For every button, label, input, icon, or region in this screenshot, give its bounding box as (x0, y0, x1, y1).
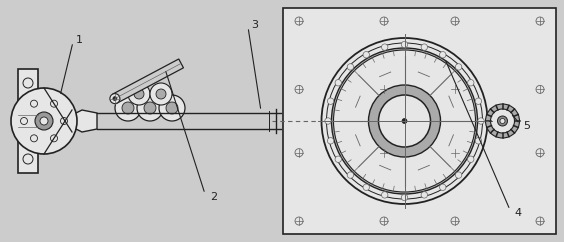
Circle shape (402, 119, 407, 123)
Circle shape (497, 116, 508, 126)
Circle shape (150, 83, 172, 105)
Circle shape (381, 192, 388, 198)
Circle shape (295, 17, 303, 25)
Circle shape (486, 104, 519, 138)
Circle shape (122, 102, 134, 114)
Circle shape (295, 217, 303, 225)
Circle shape (380, 149, 388, 157)
Text: 2: 2 (210, 192, 217, 202)
Circle shape (500, 119, 505, 123)
Circle shape (23, 103, 33, 113)
Circle shape (51, 135, 58, 142)
Circle shape (451, 85, 459, 93)
Circle shape (478, 118, 484, 124)
Circle shape (40, 117, 48, 125)
Circle shape (35, 112, 53, 130)
Circle shape (455, 172, 462, 178)
Circle shape (536, 85, 544, 93)
Circle shape (363, 184, 369, 190)
Circle shape (536, 17, 544, 25)
Circle shape (335, 156, 341, 162)
Circle shape (421, 44, 428, 50)
Circle shape (451, 149, 459, 157)
Circle shape (23, 78, 33, 88)
Circle shape (421, 192, 428, 198)
Circle shape (402, 194, 408, 201)
Circle shape (381, 44, 388, 50)
Circle shape (380, 217, 388, 225)
Circle shape (325, 118, 331, 124)
Circle shape (475, 138, 482, 144)
Bar (283, 8, 556, 234)
Circle shape (328, 98, 334, 104)
Polygon shape (72, 110, 97, 132)
Text: 1: 1 (76, 35, 83, 45)
Circle shape (134, 89, 144, 99)
Circle shape (451, 17, 459, 25)
Text: 5: 5 (523, 121, 530, 131)
Circle shape (20, 118, 28, 124)
Circle shape (491, 109, 514, 133)
Circle shape (321, 38, 487, 204)
Circle shape (380, 85, 388, 93)
Circle shape (115, 95, 141, 121)
Circle shape (30, 100, 37, 107)
Circle shape (166, 102, 178, 114)
Text: 4: 4 (514, 208, 521, 218)
Circle shape (536, 217, 544, 225)
Circle shape (113, 97, 117, 101)
Circle shape (439, 52, 446, 58)
Circle shape (110, 94, 120, 104)
Text: 3: 3 (251, 20, 258, 30)
Circle shape (380, 17, 388, 25)
Circle shape (137, 95, 163, 121)
Circle shape (333, 50, 475, 192)
Circle shape (335, 80, 341, 86)
Circle shape (402, 41, 408, 48)
Circle shape (451, 217, 459, 225)
Circle shape (455, 64, 462, 70)
Circle shape (328, 138, 334, 144)
Circle shape (368, 85, 440, 157)
Circle shape (536, 149, 544, 157)
Polygon shape (113, 59, 183, 103)
Circle shape (475, 98, 482, 104)
Circle shape (23, 129, 33, 139)
Circle shape (363, 52, 369, 58)
Circle shape (30, 135, 37, 142)
Circle shape (60, 118, 68, 124)
Bar (18, 69, 38, 173)
Circle shape (468, 156, 474, 162)
Circle shape (156, 89, 166, 99)
Circle shape (144, 102, 156, 114)
Circle shape (295, 149, 303, 157)
Circle shape (23, 154, 33, 164)
Circle shape (439, 184, 446, 190)
Circle shape (11, 88, 77, 154)
Circle shape (295, 85, 303, 93)
Circle shape (378, 95, 430, 147)
Circle shape (347, 64, 354, 70)
Circle shape (159, 95, 185, 121)
Circle shape (332, 48, 478, 194)
Circle shape (128, 83, 150, 105)
Circle shape (347, 172, 354, 178)
Circle shape (51, 100, 58, 107)
Circle shape (468, 80, 474, 86)
